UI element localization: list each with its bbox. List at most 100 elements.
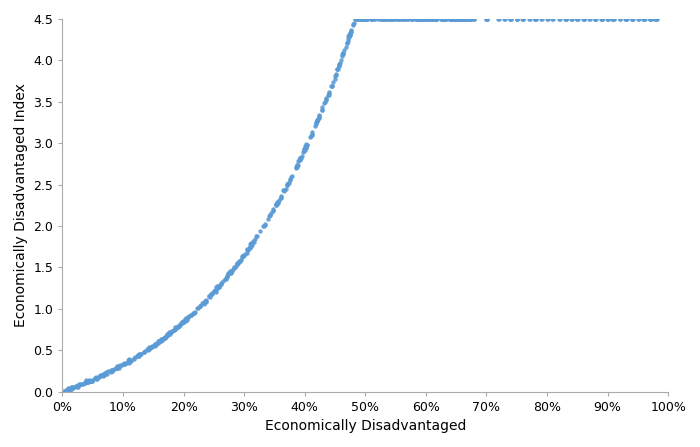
Point	[465, 15, 476, 22]
Point	[264, 211, 275, 219]
Point	[157, 336, 168, 343]
Point	[426, 15, 438, 22]
Point	[297, 153, 308, 160]
Point	[306, 131, 317, 138]
Point	[106, 367, 118, 375]
Point	[153, 337, 164, 345]
Point	[334, 60, 345, 67]
Point	[452, 15, 463, 22]
Point	[158, 335, 169, 342]
Point	[354, 15, 365, 22]
Point	[446, 15, 457, 22]
Point	[65, 385, 76, 392]
Point	[620, 15, 631, 22]
Point	[211, 283, 223, 290]
Point	[456, 15, 467, 22]
Point	[125, 357, 136, 364]
Point	[299, 147, 310, 154]
Point	[287, 172, 298, 179]
Point	[330, 72, 341, 79]
Point	[328, 78, 339, 85]
Point	[352, 15, 363, 22]
Point	[176, 320, 187, 327]
Point	[111, 364, 122, 371]
Point	[542, 15, 554, 22]
Point	[273, 199, 284, 206]
Point	[210, 288, 221, 295]
Point	[280, 185, 291, 192]
Point	[463, 15, 474, 22]
Point	[85, 377, 97, 384]
Point	[572, 15, 583, 22]
Point	[206, 291, 217, 298]
Point	[341, 39, 352, 46]
Point	[602, 15, 613, 22]
Point	[286, 173, 297, 181]
Point	[179, 317, 190, 324]
Point	[123, 357, 134, 364]
Point	[566, 15, 577, 22]
Point	[360, 15, 371, 22]
Point	[345, 28, 356, 35]
Point	[72, 384, 83, 391]
Point	[417, 15, 428, 22]
Point	[162, 331, 173, 338]
Point	[188, 309, 199, 316]
Point	[456, 15, 467, 22]
Point	[395, 15, 406, 22]
Point	[603, 15, 614, 22]
Point	[209, 287, 220, 294]
Point	[250, 232, 261, 240]
Point	[81, 379, 92, 386]
Point	[560, 15, 571, 22]
Point	[94, 372, 106, 380]
Point	[392, 15, 403, 22]
Point	[215, 281, 226, 288]
Point	[185, 311, 196, 318]
Point	[438, 15, 449, 22]
Point	[98, 372, 109, 379]
Point	[62, 386, 74, 393]
Point	[530, 15, 541, 22]
Point	[645, 15, 656, 22]
Point	[251, 233, 262, 240]
Point	[153, 338, 164, 345]
Point	[436, 15, 447, 22]
Point	[259, 220, 270, 227]
Point	[200, 298, 211, 305]
Point	[84, 376, 95, 384]
Point	[241, 249, 252, 256]
Point	[398, 15, 409, 22]
Point	[609, 15, 620, 22]
Point	[644, 15, 655, 22]
Point	[169, 326, 180, 333]
Point	[245, 242, 256, 249]
Point	[290, 163, 301, 170]
Point	[384, 15, 395, 22]
Point	[234, 258, 245, 266]
Point	[386, 15, 397, 22]
Point	[461, 15, 472, 22]
Point	[153, 338, 164, 345]
Point	[62, 386, 74, 393]
Point	[596, 15, 608, 22]
Point	[312, 118, 323, 125]
Point	[206, 290, 217, 297]
Point	[162, 332, 173, 339]
Point	[454, 15, 465, 22]
Point	[183, 312, 195, 320]
Point	[249, 235, 260, 242]
Point	[142, 345, 153, 352]
Point	[347, 21, 358, 28]
Point	[248, 239, 259, 246]
Point	[118, 360, 129, 367]
Point	[236, 253, 247, 260]
Point	[442, 15, 453, 22]
Point	[312, 115, 323, 122]
Point	[181, 314, 192, 321]
Point	[634, 15, 645, 22]
Point	[348, 20, 359, 27]
Point	[65, 385, 76, 392]
Point	[164, 329, 175, 336]
Point	[420, 15, 431, 22]
